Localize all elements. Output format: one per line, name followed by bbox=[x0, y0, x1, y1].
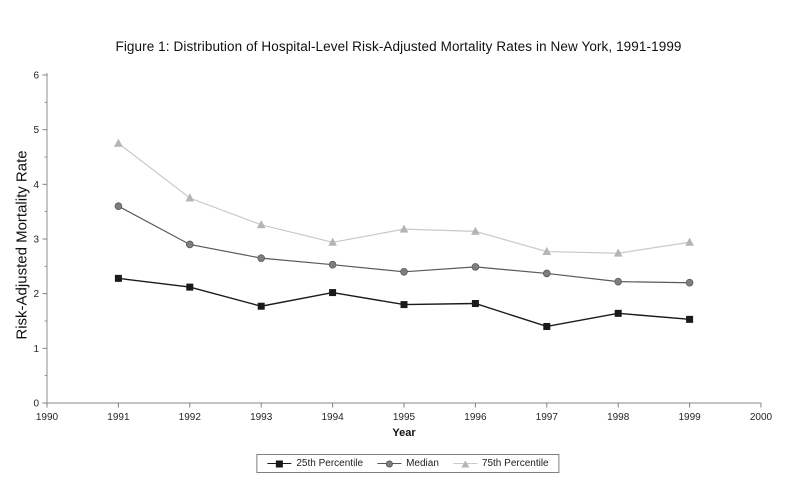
data-point-circle bbox=[186, 240, 194, 249]
x-tick-label: 1990 bbox=[36, 412, 59, 423]
square-marker-icon bbox=[267, 459, 292, 468]
data-point-triangle bbox=[328, 237, 338, 246]
x-tick-label: 1996 bbox=[464, 412, 487, 423]
y-tick-label: 5 bbox=[33, 125, 39, 136]
data-point-circle bbox=[685, 278, 694, 287]
data-point-circle bbox=[400, 267, 408, 276]
series-line-2 bbox=[118, 142, 690, 254]
data-point-circle bbox=[614, 277, 622, 286]
x-tick-label: 1994 bbox=[321, 412, 344, 423]
y-tick-label: 4 bbox=[33, 180, 39, 191]
data-point-triangle bbox=[399, 224, 409, 233]
data-point-square bbox=[400, 301, 408, 309]
legend-entry-75th-percentile: 75th Percentile bbox=[452, 458, 549, 469]
data-point-circle bbox=[328, 260, 337, 269]
x-tick-label: 2000 bbox=[750, 412, 773, 423]
x-tick-label: 1992 bbox=[179, 412, 202, 423]
y-tick-label: 0 bbox=[33, 399, 39, 410]
data-point-square bbox=[114, 274, 122, 282]
x-tick-label: 1999 bbox=[678, 412, 701, 423]
data-point-triangle bbox=[542, 246, 552, 256]
data-point-square bbox=[543, 322, 551, 330]
data-point-triangle bbox=[185, 193, 195, 202]
legend-label: 25th Percentile bbox=[296, 458, 364, 469]
data-point-circle bbox=[542, 269, 551, 278]
x-tick-label: 1998 bbox=[607, 412, 630, 423]
data-point-square bbox=[686, 315, 694, 323]
x-tick-label: 1997 bbox=[536, 412, 559, 423]
data-point-circle bbox=[114, 202, 123, 211]
legend-entry-median: Median bbox=[377, 458, 439, 469]
circle-marker-icon bbox=[377, 459, 402, 468]
legend-label: Median bbox=[406, 458, 439, 469]
data-point-square bbox=[329, 289, 337, 297]
data-point-square bbox=[471, 300, 479, 308]
data-point-triangle bbox=[113, 138, 123, 147]
legend-entry-25th-percentile: 25th Percentile bbox=[267, 458, 363, 469]
x-axis-title: Year bbox=[392, 427, 416, 439]
x-tick-label: 1993 bbox=[250, 412, 273, 423]
data-point-triangle bbox=[470, 226, 480, 235]
y-tick-label: 1 bbox=[33, 344, 39, 355]
legend-label: 75th Percentile bbox=[481, 458, 549, 469]
square-icon bbox=[275, 460, 283, 467]
data-point-square bbox=[614, 309, 622, 317]
data-point-triangle bbox=[685, 237, 695, 246]
y-tick-label: 6 bbox=[33, 71, 39, 82]
data-point-circle bbox=[471, 263, 480, 271]
data-point-triangle bbox=[256, 220, 266, 229]
legend: 25th Percentile Median 75th Percentile bbox=[256, 454, 560, 473]
triangle-icon bbox=[460, 460, 469, 467]
x-tick-label: 1995 bbox=[393, 412, 416, 423]
triangle-marker-icon bbox=[452, 459, 477, 468]
y-tick-label: 3 bbox=[33, 235, 39, 246]
x-tick-label: 1991 bbox=[107, 412, 130, 423]
data-point-square bbox=[257, 302, 265, 310]
y-tick-label: 2 bbox=[33, 289, 39, 300]
data-point-circle bbox=[257, 254, 266, 262]
chart-title: Figure 1: Distribution of Hospital-Level… bbox=[115, 39, 682, 54]
data-point-square bbox=[186, 283, 194, 291]
circle-icon bbox=[385, 460, 393, 467]
data-point-triangle bbox=[613, 248, 623, 257]
